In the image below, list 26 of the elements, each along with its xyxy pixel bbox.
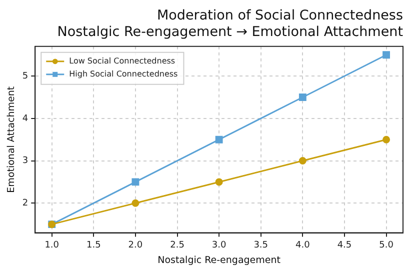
point (132, 178, 140, 186)
chart-title: Moderation of Social Connectedness Nostalgic Re-engagement → Emotional Attachment (57, 8, 403, 40)
point (382, 51, 390, 59)
legend-label: Low Social Connectedness (69, 56, 176, 66)
y-tick-label: 5 (22, 71, 28, 82)
x-tick-label: 3.0 (212, 240, 226, 251)
x-tick-label: 4.0 (296, 240, 310, 251)
x-tick-label: 3.5 (254, 240, 268, 251)
y-axis-title: Emotional Attachment (6, 86, 18, 193)
x-axis-title: Nostalgic Re-engagement (158, 254, 281, 266)
y-tick-label: 4 (22, 114, 28, 124)
legend-label: High Social Connectedness (69, 69, 178, 78)
x-tick-label: 2.0 (128, 240, 143, 251)
point (298, 157, 306, 165)
x-tick-label: 2.5 (170, 240, 184, 251)
point (298, 94, 306, 101)
x-tick-label: 1.0 (44, 240, 60, 251)
y-tick-label: 3 (22, 156, 28, 166)
x-tick-label: 1.5 (86, 240, 101, 251)
x-tick-label: 5.0 (379, 240, 394, 251)
y-tick-label: 2 (22, 198, 28, 208)
point (382, 136, 390, 144)
point (215, 178, 223, 186)
x-tick-label: 4.5 (337, 240, 352, 251)
point (215, 136, 223, 144)
point (132, 199, 140, 207)
